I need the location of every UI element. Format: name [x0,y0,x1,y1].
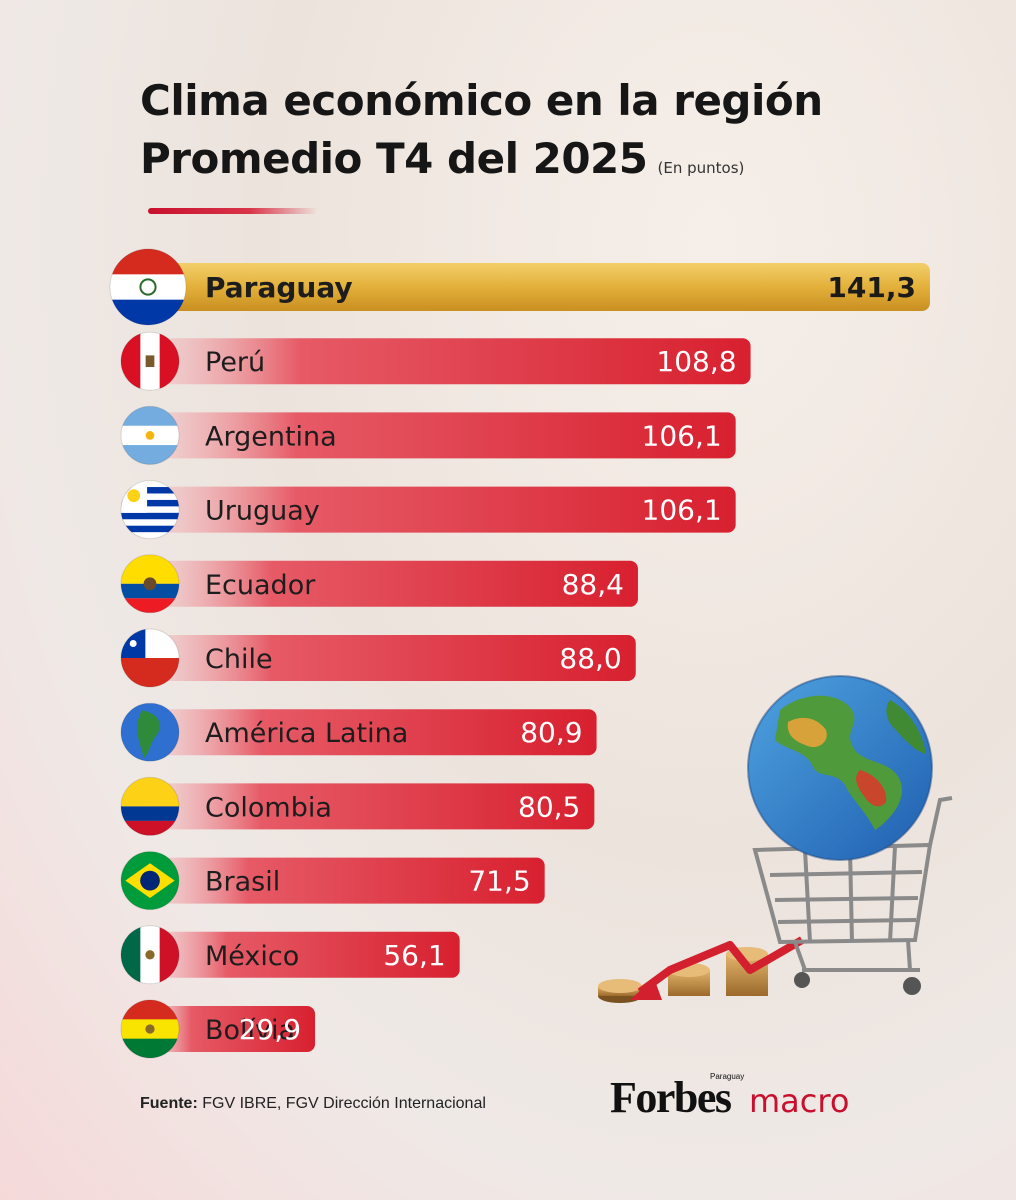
title-accent-line [148,208,318,214]
brazil-flag-icon [120,851,180,911]
bar-brasil [150,857,545,904]
bar-category-label: Brasil [205,867,280,898]
macro-wordmark: macro [748,1082,850,1120]
forbes-macro-logo: Forbes Paraguay macro [610,1072,849,1122]
bar-paraguay [150,263,930,311]
unit-note: (En puntos) [657,159,745,177]
bar-value-label: 29,9 [239,1013,301,1046]
bar-value-label: 106,1 [642,494,722,527]
bar-category-label: Perú [205,347,265,378]
latin-america-globe-icon [120,702,180,762]
bar-per- [150,338,751,385]
peru-flag-icon [120,331,180,391]
bolivia-flag-icon [120,999,180,1059]
uruguay-flag-icon [120,480,180,540]
chile-flag-icon [120,628,180,688]
bar-category-label: Ecuador [205,570,316,601]
colombia-flag-icon [120,776,180,836]
bar-value-label: 106,1 [642,419,722,452]
bar-category-label: Argentina [205,421,337,452]
bar-value-label: 141,3 [827,271,916,304]
chart-title-line-2: Promedio T4 del 2025 (En puntos) [140,130,823,197]
bar-argentina [150,412,736,459]
bar-value-label: 88,0 [559,642,621,675]
bar-am-rica-latina [150,709,597,756]
falling-arrow-icon [630,936,804,1000]
mexico-flag-icon [120,925,180,985]
bar-category-label: México [205,941,299,972]
argentina-flag-icon [120,405,180,465]
bar-category-label: Uruguay [205,496,320,527]
globe-icon [747,675,933,861]
bars-layer: Paraguay 141,3 Perú 108,8 Argentina 106,1 Urug… [150,263,930,1052]
bar-category-label: Bolívia [205,1015,295,1046]
bar-bol-via [150,1006,316,1052]
paraguay-flag-icon [109,248,187,326]
bar-value-label: 88,4 [562,568,624,601]
bar-category-label: Chile [205,644,273,675]
bar-value-label: 108,8 [656,345,736,378]
bar-ecuador [150,560,638,607]
forbes-wordmark: Forbes [610,1073,732,1122]
chart-title-line-1: Clima económico en la región [140,76,823,125]
bar-value-label: 80,9 [520,716,582,749]
chart-subtitle: Promedio T4 del 2025 [140,134,648,183]
bar-value-label: 71,5 [468,865,530,898]
shopping-cart-icon [752,796,953,995]
bar-value-label: 80,5 [518,790,580,823]
bar-m-xico [150,931,460,978]
bar-value-label: 56,1 [383,939,445,972]
bar-category-label: América Latina [205,718,408,749]
bar-category-label: Colombia [205,792,332,823]
source-label: Fuente: [140,1095,198,1112]
chart-header: Clima económico en la región Promedio T4… [140,72,823,197]
bar-category-label: Paraguay [205,271,353,304]
forbes-country-tag: Paraguay [710,1072,745,1081]
source-text: FGV IBRE, FGV Dirección Internacional [202,1095,486,1112]
ecuador-flag-icon [120,554,180,614]
bar-colombia [150,783,595,830]
globe-cart-illustration [598,675,953,1003]
bar-chile [150,635,636,681]
source-note: Fuente: FGV IBRE, FGV Dirección Internac… [140,1095,486,1113]
bar-uruguay [150,486,736,533]
